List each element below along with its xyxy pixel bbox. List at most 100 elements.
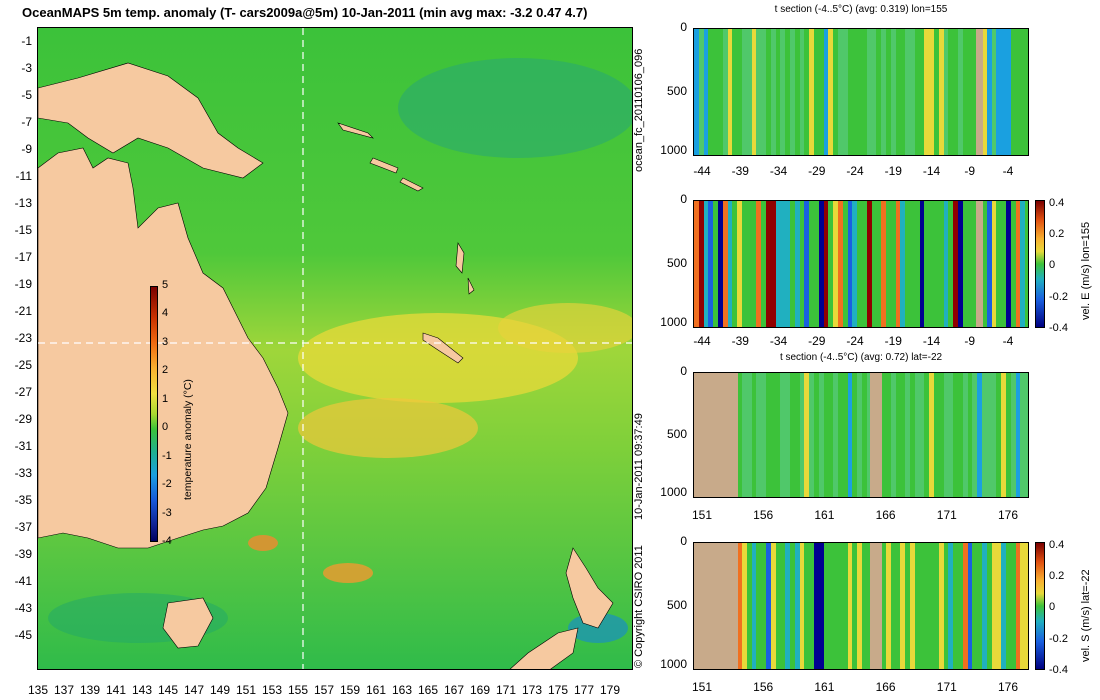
- section-stripe: [967, 543, 973, 669]
- lon-tick-label: 149: [209, 683, 231, 697]
- section-stripe: [1001, 201, 1007, 327]
- section-stripe: [857, 373, 863, 497]
- section-land-mask: [870, 373, 882, 497]
- section-stripe: [814, 29, 820, 155]
- section-depth-tick: 1000: [660, 314, 687, 329]
- section-stripe: [838, 201, 844, 327]
- lon-tick-label: 167: [443, 683, 465, 697]
- section-stripe: [1001, 543, 1007, 669]
- section-stripe: [962, 373, 969, 497]
- section-panel-t-lon[interactable]: [693, 28, 1029, 156]
- section-panel-v-lat[interactable]: [693, 542, 1029, 670]
- section-stripe: [972, 543, 978, 669]
- section-stripe: [934, 29, 940, 155]
- colorbar-tick-label: 0: [162, 421, 169, 434]
- section-stripe: [732, 201, 738, 327]
- colorbar-tick-label: -1: [162, 449, 172, 462]
- lat-tick-label: -35: [14, 493, 32, 507]
- section-stripe: [809, 29, 815, 155]
- lat-tick-label: -5: [21, 88, 32, 102]
- section-stripe: [746, 201, 753, 327]
- section-panel-u-lon[interactable]: [693, 200, 1029, 328]
- section-stripe: [751, 543, 757, 669]
- section-stripe: [785, 29, 791, 155]
- section-x-tick: -19: [884, 164, 902, 178]
- section-x-tick: 156: [753, 680, 774, 694]
- section-stripe: [838, 373, 844, 497]
- section-stripe: [756, 373, 762, 497]
- section-stripe: [761, 201, 767, 327]
- section-stripe: [1001, 29, 1007, 155]
- section-stripe: [900, 543, 906, 669]
- lat-tick-label: -43: [14, 601, 32, 615]
- section-stripe: [948, 373, 954, 497]
- australia-land: [38, 147, 289, 549]
- section-stripe: [770, 201, 777, 327]
- section-x-tick: -29: [808, 164, 826, 178]
- section-stripe: [842, 29, 849, 155]
- section-stripe: [982, 29, 988, 155]
- section-stripe: [866, 373, 873, 497]
- section-stripe: [842, 543, 849, 669]
- velocity-colorbar-tick: -0.4: [1049, 663, 1068, 676]
- section-stripe: [847, 373, 853, 497]
- section-depth-tick: 0: [680, 20, 687, 34]
- section-stripe: [737, 543, 743, 669]
- section-stripe: [962, 201, 969, 327]
- section-stripe: [958, 201, 964, 327]
- new-zealand-south-land: [509, 627, 579, 669]
- section-stripe: [814, 201, 820, 327]
- section-stripe: [775, 29, 781, 155]
- section-stripe: [1006, 201, 1012, 327]
- new-caledonia-land: [422, 332, 464, 364]
- section-stripe: [838, 29, 844, 155]
- section-depth-tick: 0: [680, 192, 687, 206]
- section-stripe: [694, 29, 700, 155]
- section-depth-tick: 500: [666, 427, 687, 441]
- section-depth-tick: 0: [680, 534, 687, 548]
- section-stripe: [703, 29, 709, 155]
- run-id-label: ocean_fc_20110106_096: [633, 48, 645, 172]
- section-stripe: [857, 29, 863, 155]
- section-stripe: [982, 543, 988, 669]
- section-stripe: [823, 543, 829, 669]
- section-x-tick: -39: [731, 164, 749, 178]
- section-stripe: [698, 29, 705, 155]
- section-stripe: [1025, 373, 1028, 497]
- section-stripe: [934, 373, 940, 497]
- lat-tick-label: -31: [14, 439, 32, 453]
- section-stripe: [852, 543, 858, 669]
- section-panel-t-lat[interactable]: [693, 372, 1029, 498]
- section-stripe: [823, 29, 829, 155]
- section-stripe: [948, 543, 954, 669]
- section-stripe: [785, 373, 791, 497]
- section-stripe: [929, 29, 935, 155]
- colorbar-tick-label: -3: [162, 506, 172, 519]
- section-stripe: [881, 201, 887, 327]
- section-stripe: [742, 373, 748, 497]
- tasmania-land: [162, 597, 214, 649]
- section-stripe: [818, 29, 825, 155]
- section-stripe: [1010, 29, 1017, 155]
- section-stripe: [919, 543, 925, 669]
- section-stripe: [924, 29, 930, 155]
- section-stripe: [785, 201, 791, 327]
- section-stripe: [833, 29, 839, 155]
- lat-tick-label: -27: [14, 385, 32, 399]
- lon-tick-label: 179: [599, 683, 621, 697]
- section-x-tick: -9: [964, 334, 976, 348]
- lat-tick-label: -45: [14, 628, 32, 642]
- section-stripe: [857, 543, 863, 669]
- section-stripe: [943, 543, 949, 669]
- section-stripe: [1010, 201, 1017, 327]
- section-stripe: [1015, 201, 1021, 327]
- section-stripe: [991, 201, 997, 327]
- section-stripe: [833, 201, 839, 327]
- map-title: OceanMAPS 5m temp. anomaly (T- cars2009a…: [22, 5, 588, 20]
- section-stripe: [986, 543, 993, 669]
- section-stripe: [862, 29, 868, 155]
- section-stripe: [910, 543, 916, 669]
- section-stripe: [962, 543, 969, 669]
- section-stripe: [761, 543, 767, 669]
- map-panel[interactable]: [37, 27, 633, 670]
